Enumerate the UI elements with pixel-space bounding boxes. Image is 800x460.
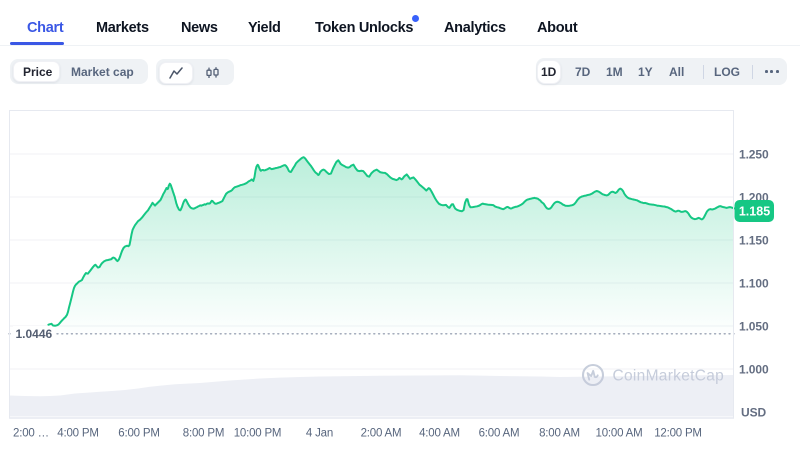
svg-text:2:00 …: 2:00 …	[13, 428, 49, 440]
svg-text:6:00 AM: 6:00 AM	[479, 428, 520, 440]
svg-text:2:00 AM: 2:00 AM	[361, 428, 402, 440]
svg-text:1.250: 1.250	[739, 148, 769, 162]
svg-text:8:00 PM: 8:00 PM	[183, 428, 224, 440]
svg-text:10:00 AM: 10:00 AM	[596, 428, 643, 440]
svg-text:1.0446: 1.0446	[16, 327, 53, 341]
svg-text:4:00 AM: 4:00 AM	[419, 428, 460, 440]
svg-text:1.150: 1.150	[739, 234, 769, 248]
svg-text:1.185: 1.185	[739, 204, 770, 218]
svg-text:4:00 PM: 4:00 PM	[57, 428, 98, 440]
svg-text:12:00 PM: 12:00 PM	[654, 428, 702, 440]
svg-text:4 Jan: 4 Jan	[306, 428, 333, 440]
svg-text:1.050: 1.050	[739, 320, 769, 334]
svg-text:1.000: 1.000	[739, 363, 769, 377]
svg-text:8:00 AM: 8:00 AM	[539, 428, 580, 440]
svg-text:USD: USD	[741, 406, 766, 420]
svg-text:CoinMarketCap: CoinMarketCap	[613, 368, 725, 385]
svg-text:6:00 PM: 6:00 PM	[118, 428, 159, 440]
svg-text:10:00 PM: 10:00 PM	[234, 428, 282, 440]
svg-text:1.100: 1.100	[739, 277, 769, 291]
